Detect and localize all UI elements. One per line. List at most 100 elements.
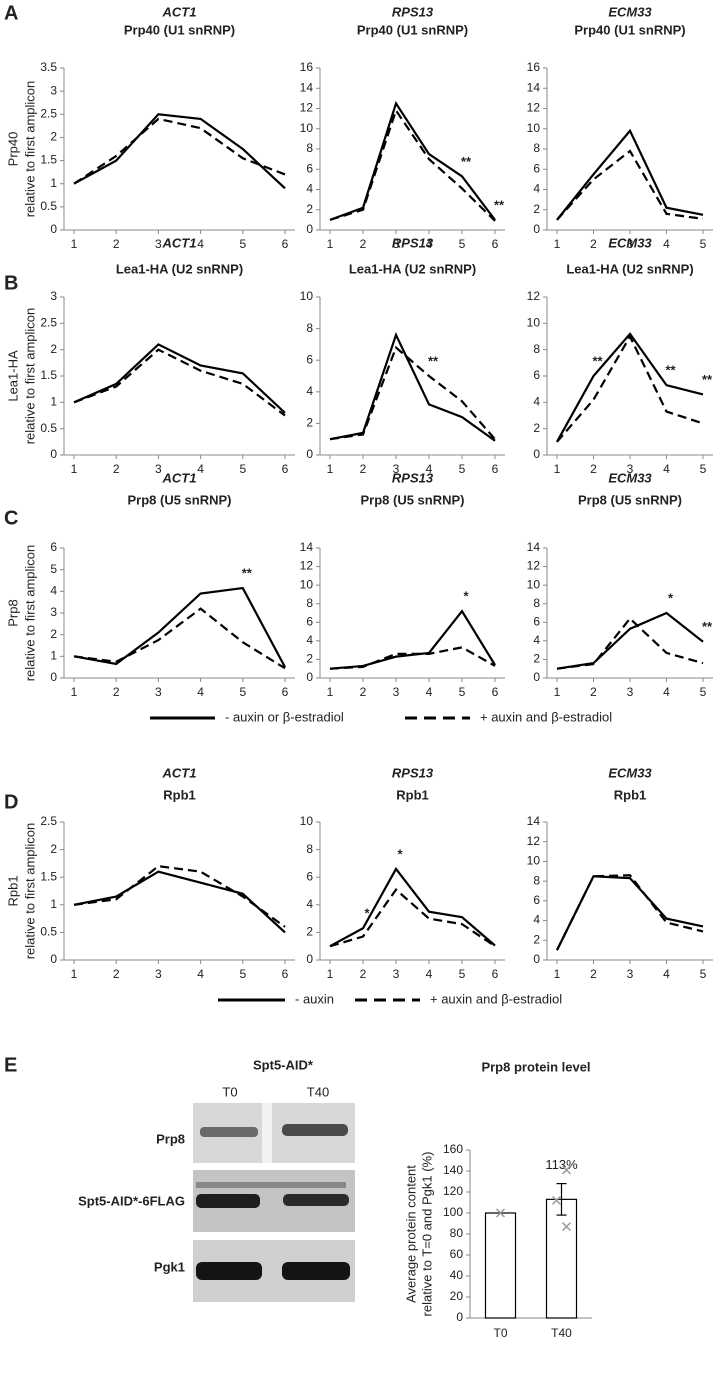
x-tick-label: 4 bbox=[197, 685, 204, 699]
significance: ** bbox=[494, 197, 505, 212]
chart-subtitle: Lea1-HA (U2 snRNP) bbox=[566, 261, 693, 276]
bar bbox=[484, 1212, 517, 1319]
y-axis-label: relative to first amplicon bbox=[22, 308, 37, 445]
error-bar bbox=[556, 1182, 567, 1216]
chart-title: RPS13 bbox=[392, 4, 434, 19]
x-tick-label: 3 bbox=[627, 967, 634, 981]
y-tick-label: 14 bbox=[527, 540, 541, 554]
replicate-point bbox=[561, 1165, 572, 1175]
x-tick-label: 2 bbox=[113, 237, 120, 251]
x-tick-label: T0 bbox=[493, 1326, 507, 1340]
x-tick-label: 1 bbox=[71, 967, 78, 981]
y-tick-label: 16 bbox=[300, 60, 314, 74]
x-tick-label: 3 bbox=[155, 237, 162, 251]
y-tick-label: 8 bbox=[533, 596, 540, 610]
series-line bbox=[329, 646, 496, 670]
significance: * bbox=[668, 590, 674, 605]
y-tick-label: 2.5 bbox=[40, 814, 57, 828]
chart-title: ACT1 bbox=[162, 4, 197, 19]
y-tick-label: 6 bbox=[533, 893, 540, 907]
y-tick-label: 120 bbox=[443, 1184, 463, 1198]
x-tick-label: 5 bbox=[239, 462, 246, 476]
x-tick-label: 5 bbox=[700, 967, 707, 981]
y-tick-label: 0 bbox=[50, 670, 57, 684]
y-tick-label: 10 bbox=[527, 121, 541, 135]
x-tick-label: 5 bbox=[459, 462, 466, 476]
y-tick-label: 0.5 bbox=[40, 925, 57, 939]
series-line bbox=[329, 609, 496, 670]
y-tick-label: 0 bbox=[50, 952, 57, 966]
x-tick-label: 5 bbox=[459, 967, 466, 981]
chart-subtitle: Rpb1 bbox=[614, 787, 647, 802]
x-tick-label: 4 bbox=[426, 967, 433, 981]
y-tick-label: 0 bbox=[306, 447, 313, 461]
x-tick-label: 5 bbox=[239, 967, 246, 981]
y-tick-label: 6 bbox=[533, 161, 540, 175]
significance: ** bbox=[592, 353, 603, 368]
y-tick-label: 8 bbox=[533, 141, 540, 155]
series-line bbox=[556, 334, 704, 443]
x-tick-label: 4 bbox=[197, 967, 204, 981]
y-tick-label: 6 bbox=[50, 540, 57, 554]
x-tick-label: 2 bbox=[360, 967, 367, 981]
chart-title: ECM33 bbox=[608, 765, 652, 780]
series-line bbox=[556, 875, 704, 951]
y-tick-label: 12 bbox=[527, 559, 541, 573]
x-tick-label: 5 bbox=[459, 685, 466, 699]
y-tick-label: 2.5 bbox=[40, 316, 57, 330]
y-tick-label: 0 bbox=[50, 447, 57, 461]
x-tick-label: 4 bbox=[197, 462, 204, 476]
legend-label: - auxin or β-estradiol bbox=[225, 709, 344, 724]
x-tick-label: 5 bbox=[700, 237, 707, 251]
y-tick-label: 3 bbox=[50, 605, 57, 619]
replicate-point bbox=[561, 1222, 572, 1232]
y-tick-label: 2 bbox=[533, 202, 540, 216]
x-tick-label: 2 bbox=[113, 462, 120, 476]
y-tick-label: 10 bbox=[300, 577, 314, 591]
y-tick-label: 0 bbox=[533, 447, 540, 461]
y-axis-label: relative to first amplicon bbox=[22, 823, 37, 960]
x-tick-label: 1 bbox=[327, 237, 334, 251]
y-tick-label: 1 bbox=[50, 395, 57, 409]
x-tick-label: 6 bbox=[282, 967, 289, 981]
y-axis-label: Lea1-HA bbox=[5, 350, 20, 402]
x-tick-label: 3 bbox=[393, 237, 400, 251]
x-tick-label: 6 bbox=[492, 462, 499, 476]
y-tick-label: 14 bbox=[300, 540, 314, 554]
chart-title: RPS13 bbox=[392, 235, 434, 250]
y-tick-label: 0 bbox=[306, 670, 313, 684]
x-tick-label: 5 bbox=[459, 237, 466, 251]
y-tick-label: 10 bbox=[527, 854, 541, 868]
x-tick-label: 1 bbox=[327, 462, 334, 476]
x-tick-label: 6 bbox=[282, 685, 289, 699]
chart-subtitle: Lea1-HA (U2 snRNP) bbox=[349, 261, 476, 276]
y-axis-label: Rpb1 bbox=[5, 875, 20, 906]
y-tick-label: 4 bbox=[306, 633, 313, 647]
x-tick-label: 5 bbox=[239, 237, 246, 251]
significance: ** bbox=[461, 154, 472, 169]
y-tick-label: 0 bbox=[50, 222, 57, 236]
y-tick-label: 6 bbox=[533, 614, 540, 628]
x-tick-label: 3 bbox=[627, 685, 634, 699]
y-tick-label: 4 bbox=[533, 395, 540, 409]
replicate-point bbox=[551, 1195, 562, 1205]
y-tick-label: 10 bbox=[300, 814, 314, 828]
y-tick-label: 2 bbox=[533, 421, 540, 435]
panel-letter: A bbox=[4, 2, 18, 24]
x-tick-label: 2 bbox=[113, 685, 120, 699]
chart-subtitle: Prp40 (U1 snRNP) bbox=[574, 22, 685, 37]
x-tick-label: 2 bbox=[590, 462, 597, 476]
y-tick-label: 6 bbox=[306, 614, 313, 628]
x-tick-label: 6 bbox=[492, 685, 499, 699]
y-tick-label: 6 bbox=[533, 368, 540, 382]
legend-label: + auxin and β-estradiol bbox=[480, 709, 612, 724]
y-tick-label: 4 bbox=[533, 182, 540, 196]
y-tick-label: 8 bbox=[306, 596, 313, 610]
chart-title: ACT1 bbox=[162, 765, 197, 780]
y-tick-label: 4 bbox=[533, 913, 540, 927]
y-tick-label: 8 bbox=[306, 321, 313, 335]
y-tick-label: 12 bbox=[527, 289, 541, 303]
y-tick-label: 1 bbox=[50, 897, 57, 911]
x-tick-label: 3 bbox=[393, 462, 400, 476]
chart-subtitle: Prp8 (U5 snRNP) bbox=[578, 492, 682, 507]
